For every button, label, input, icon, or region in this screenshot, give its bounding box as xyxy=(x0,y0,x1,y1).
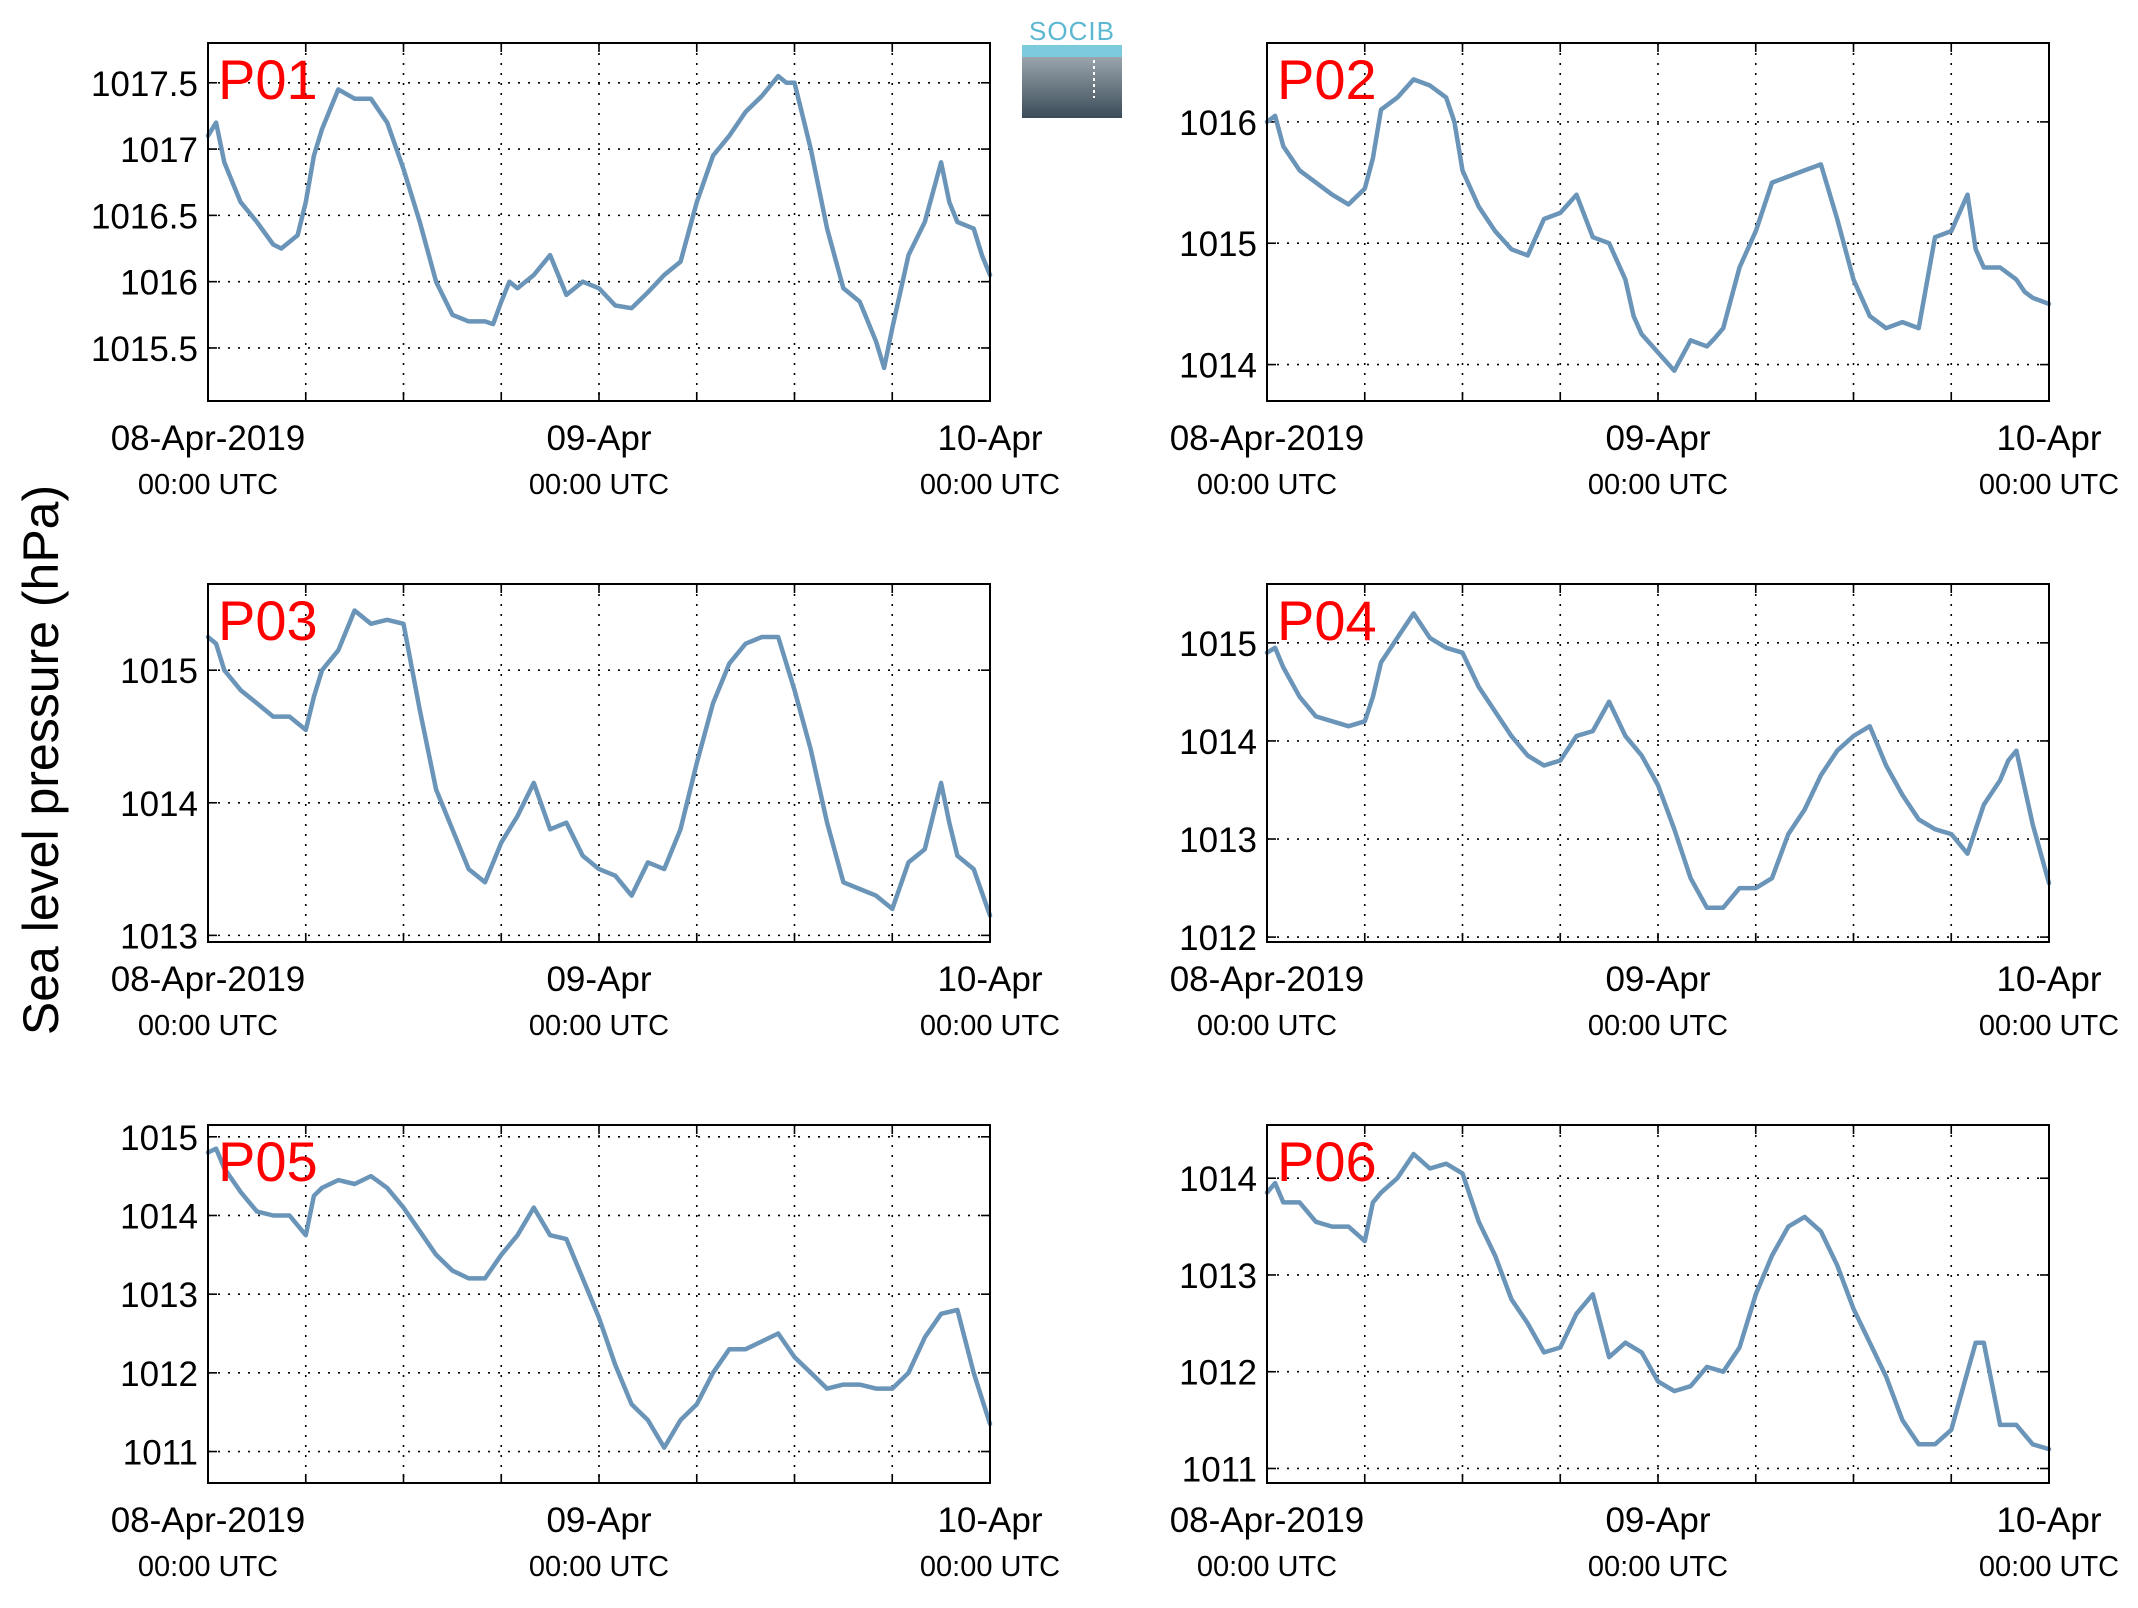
pressure-series-line xyxy=(205,73,993,371)
pressure-series-line xyxy=(1264,1151,2052,1452)
pressure-series-line xyxy=(1264,77,2052,373)
y-tick-label: 1013 xyxy=(1179,1257,1257,1296)
x-tick-label: 08-Apr-2019 xyxy=(1170,419,1365,458)
y-tick-label: 1015 xyxy=(1179,225,1257,264)
panel-p03: 1013 1014 1015 08-Apr-2019 00:00 UTC 09-Apr 00… xyxy=(111,583,1060,1042)
y-tick-label: 1014 xyxy=(1179,347,1257,386)
x-tick-sublabel: 00:00 UTC xyxy=(920,469,1060,501)
x-tick-sublabel: 00:00 UTC xyxy=(1588,469,1728,501)
axes-frame xyxy=(207,583,991,943)
y-tick-label: 1016 xyxy=(120,264,198,303)
y-tick-label: 1014 xyxy=(120,785,198,824)
x-tick-label: 09-Apr xyxy=(546,960,651,999)
axes-frame xyxy=(207,1124,991,1484)
x-tick-sublabel: 00:00 UTC xyxy=(529,1010,669,1042)
x-tick-sublabel: 00:00 UTC xyxy=(1588,1551,1728,1583)
x-tick-sublabel: 00:00 UTC xyxy=(138,1010,278,1042)
panel-label: P01 xyxy=(218,48,318,111)
x-tick-label: 08-Apr-2019 xyxy=(1170,1501,1365,1540)
y-tick-label: 1016 xyxy=(1179,104,1257,143)
y-tick-label: 1014 xyxy=(120,1197,198,1236)
x-tick-label: 08-Apr-2019 xyxy=(111,419,306,458)
y-tick-label: 1011 xyxy=(1182,1450,1257,1489)
panels: 1015.5 1016 1016.5 1017 1017.5 08-Apr-2019 00:… xyxy=(91,42,2119,1583)
x-tick-label: 10-Apr xyxy=(1996,960,2101,999)
x-tick-label: 10-Apr xyxy=(937,960,1042,999)
x-tick-sublabel: 00:00 UTC xyxy=(920,1551,1060,1583)
panel-label: P02 xyxy=(1277,48,1377,111)
x-tick-label: 10-Apr xyxy=(937,419,1042,458)
panel-label: P04 xyxy=(1277,589,1377,652)
panel-p04: 1012 1013 1014 1015 08-Apr-2019 00:00 UTC 09-A… xyxy=(1170,583,2119,1042)
panel-label: P05 xyxy=(218,1130,318,1193)
x-tick-label: 10-Apr xyxy=(937,1501,1042,1540)
y-tick-label: 1013 xyxy=(120,917,198,956)
x-tick-sublabel: 00:00 UTC xyxy=(1979,1551,2119,1583)
y-tick-label: 1013 xyxy=(120,1276,198,1315)
y-tick-label: 1015.5 xyxy=(91,330,198,369)
y-tick-label: 1015 xyxy=(120,652,198,691)
y-tick-label: 1014 xyxy=(1179,723,1257,762)
x-tick-label: 08-Apr-2019 xyxy=(111,960,306,999)
y-tick-label: 1012 xyxy=(1179,1354,1257,1393)
x-tick-label: 08-Apr-2019 xyxy=(111,1501,306,1540)
y-tick-label: 1012 xyxy=(1179,919,1257,958)
y-axis-label: Sea level pressure (hPa) xyxy=(13,485,69,1035)
y-tick-label: 1014 xyxy=(1179,1160,1257,1199)
x-tick-sublabel: 00:00 UTC xyxy=(1197,469,1337,501)
x-tick-sublabel: 00:00 UTC xyxy=(529,469,669,501)
x-tick-label: 09-Apr xyxy=(546,419,651,458)
y-tick-label: 1015 xyxy=(120,1119,198,1158)
logo-text: SOCIB xyxy=(1029,18,1115,46)
x-tick-label: 10-Apr xyxy=(1996,1501,2101,1540)
pressure-series-line xyxy=(205,608,993,918)
y-tick-label: 1012 xyxy=(120,1355,198,1394)
axes-frame xyxy=(1266,1124,2050,1484)
axes-frame xyxy=(207,42,991,402)
x-tick-sublabel: 00:00 UTC xyxy=(1979,1010,2119,1042)
y-tick-label: 1017.5 xyxy=(91,65,198,104)
panel-p01: 1015.5 1016 1016.5 1017 1017.5 08-Apr-2019 00:… xyxy=(91,42,1060,501)
x-tick-label: 10-Apr xyxy=(1996,419,2101,458)
x-tick-label: 09-Apr xyxy=(546,1501,651,1540)
y-tick-label: 1017 xyxy=(120,131,198,170)
y-tick-label: 1015 xyxy=(1179,625,1257,664)
x-tick-label: 09-Apr xyxy=(1605,419,1710,458)
pressure-series-line xyxy=(205,1146,993,1450)
x-tick-sublabel: 00:00 UTC xyxy=(1979,469,2119,501)
y-tick-label: 1016.5 xyxy=(91,197,198,236)
x-tick-sublabel: 00:00 UTC xyxy=(1588,1010,1728,1042)
x-tick-sublabel: 00:00 UTC xyxy=(138,1551,278,1583)
axes-frame xyxy=(1266,583,2050,943)
panel-p02: 1014 1015 1016 08-Apr-2019 00:00 UTC 09-Apr 00… xyxy=(1170,42,2119,501)
panel-label: P03 xyxy=(218,589,318,652)
x-tick-label: 08-Apr-2019 xyxy=(1170,960,1365,999)
x-tick-sublabel: 00:00 UTC xyxy=(920,1010,1060,1042)
panel-p06: 1011 1012 1013 1014 08-Apr-2019 00:00 UTC 09-A… xyxy=(1170,1124,2119,1583)
x-tick-sublabel: 00:00 UTC xyxy=(1197,1551,1337,1583)
axes-frame xyxy=(1266,42,2050,402)
x-tick-sublabel: 00:00 UTC xyxy=(138,469,278,501)
x-tick-label: 09-Apr xyxy=(1605,960,1710,999)
pressure-series-line xyxy=(1264,611,2052,910)
panel-label: P06 xyxy=(1277,1130,1377,1193)
x-tick-label: 09-Apr xyxy=(1605,1501,1710,1540)
panel-p05: 1011 1012 1013 1014 1015 08-Apr-2019 00:00 UTC… xyxy=(111,1119,1060,1583)
y-tick-label: 1013 xyxy=(1179,821,1257,860)
socib-logo: SOCIB xyxy=(1022,16,1122,118)
x-tick-sublabel: 00:00 UTC xyxy=(529,1551,669,1583)
x-tick-sublabel: 00:00 UTC xyxy=(1197,1010,1337,1042)
y-tick-label: 1011 xyxy=(123,1434,198,1473)
